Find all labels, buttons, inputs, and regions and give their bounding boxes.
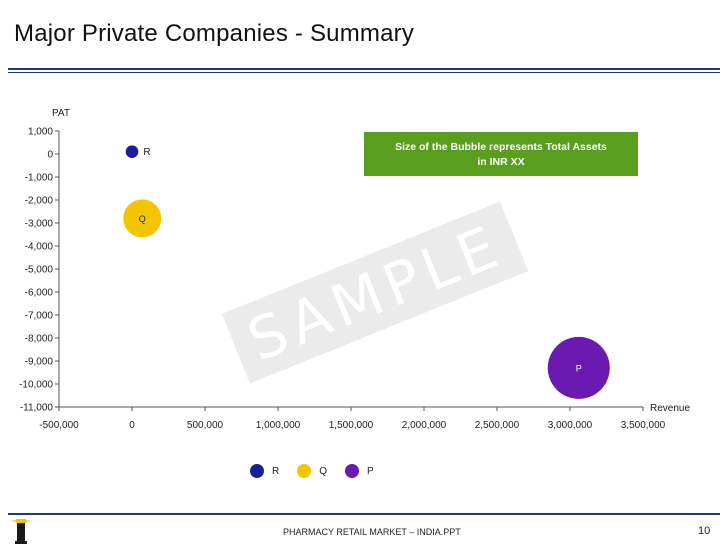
bubble-label-q: Q [139, 214, 146, 224]
legend-item-r: R [250, 464, 279, 478]
x-tick-label: 1,500,000 [329, 420, 374, 431]
bubble-r [125, 145, 139, 159]
title-divider-thin [8, 72, 720, 73]
y-tick-label: -2,000 [25, 196, 54, 207]
footer-text: PHARMACY RETAIL MARKET – INDIA.PPT [283, 527, 461, 537]
chart-legend: R Q P [250, 464, 384, 478]
legend-label-p: P [367, 465, 374, 477]
y-tick-label: 1,000 [28, 127, 53, 138]
x-tick-label: 3,500,000 [621, 420, 666, 431]
legend-item-q: Q [297, 464, 327, 478]
bubble-size-note-box [364, 132, 638, 176]
legend-swatch-r [250, 464, 264, 478]
y-tick-label: -1,000 [25, 173, 54, 184]
bubble-size-note-line2: in INR XX [477, 156, 524, 168]
x-tick-label: 2,500,000 [475, 420, 520, 431]
y-tick-label: -7,000 [25, 311, 54, 322]
x-tick-label: 3,000,000 [548, 420, 593, 431]
y-tick-label: -3,000 [25, 219, 54, 230]
x-tick-label: 1,000,000 [256, 420, 301, 431]
y-axis-label: PAT [52, 108, 70, 119]
legend-swatch-q [297, 464, 312, 478]
y-tick-label: -11,000 [20, 403, 54, 414]
y-tick-label: 0 [47, 150, 53, 161]
bubble-p [547, 336, 610, 399]
legend-item-p: P [345, 464, 374, 478]
x-tick-label: 0 [129, 420, 135, 431]
y-tick-label: -9,000 [25, 357, 54, 368]
title-divider [8, 68, 720, 70]
lighthouse-logo-icon [10, 519, 32, 544]
y-tick-label: -8,000 [25, 334, 54, 345]
y-tick-label: -6,000 [25, 288, 54, 299]
bubble-label-r: R [143, 147, 150, 158]
x-tick-label: 500,000 [187, 420, 224, 431]
x-tick-label: -500,000 [39, 420, 79, 431]
footer-divider [8, 513, 720, 515]
bubble-size-note-line1: Size of the Bubble represents Total Asse… [395, 141, 607, 153]
page-title: Major Private Companies - Summary [14, 20, 415, 47]
page-number: 10 [698, 525, 711, 537]
legend-swatch-p [345, 464, 360, 478]
legend-label-q: Q [319, 465, 328, 477]
legend-label-r: R [272, 465, 280, 477]
x-axis-label: Revenue [650, 403, 690, 414]
y-tick-label: -4,000 [25, 242, 54, 253]
bubble-q [123, 199, 162, 238]
y-tick-label: -10,000 [19, 380, 53, 391]
bubble-label-p: P [576, 363, 582, 373]
y-tick-label: -5,000 [25, 265, 54, 276]
x-tick-label: 2,000,000 [402, 420, 447, 431]
